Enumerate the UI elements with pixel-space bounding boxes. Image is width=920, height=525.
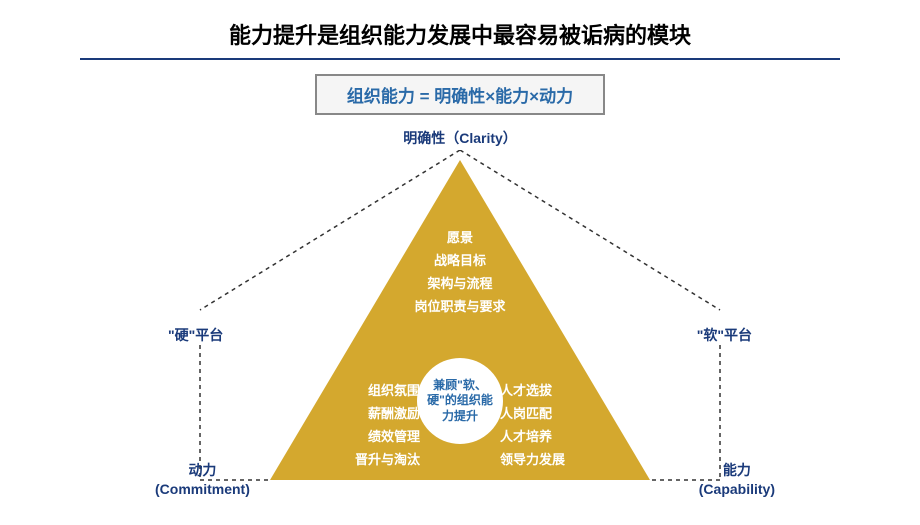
left-item-1: 薪酬激励 (368, 403, 420, 422)
label-capability-line2: (Capability) (699, 481, 775, 497)
right-item-2: 人才培养 (500, 426, 552, 445)
label-clarity: 明确性（Clarity） (403, 128, 517, 148)
label-commitment-line1: 动力 (188, 462, 216, 478)
left-item-3: 晋升与淘汰 (355, 449, 420, 468)
formula-box: 组织能力 = 明确性×能力×动力 (315, 74, 605, 115)
label-capability: 能力 (Capability) (699, 461, 775, 500)
apex-item-1: 战略目标 (434, 250, 486, 269)
apex-item-0: 愿景 (447, 227, 473, 246)
center-circle: 兼顾"软、硬"的组织能力提升 (417, 358, 503, 444)
apex-item-2: 架构与流程 (427, 273, 492, 292)
label-capability-line1: 能力 (723, 462, 751, 478)
label-commitment-line2: (Commitment) (155, 481, 250, 497)
apex-item-3: 岗位职责与要求 (414, 296, 505, 315)
diagram-container: 明确性（Clarity） "硬"平台 "软"平台 动力 (Commitment)… (0, 125, 920, 525)
left-item-0: 组织氛围 (368, 380, 420, 399)
left-item-2: 绩效管理 (368, 426, 420, 445)
title-underline (80, 58, 840, 60)
label-hard-platform: "硬"平台 (168, 325, 223, 345)
label-commitment: 动力 (Commitment) (155, 461, 250, 500)
right-item-1: 人岗匹配 (500, 403, 552, 422)
page-title: 能力提升是组织能力发展中最容易被诟病的模块 (0, 0, 920, 58)
right-item-0: 人才选拔 (500, 380, 552, 399)
label-soft-platform: "软"平台 (697, 325, 752, 345)
right-item-3: 领导力发展 (500, 449, 565, 468)
